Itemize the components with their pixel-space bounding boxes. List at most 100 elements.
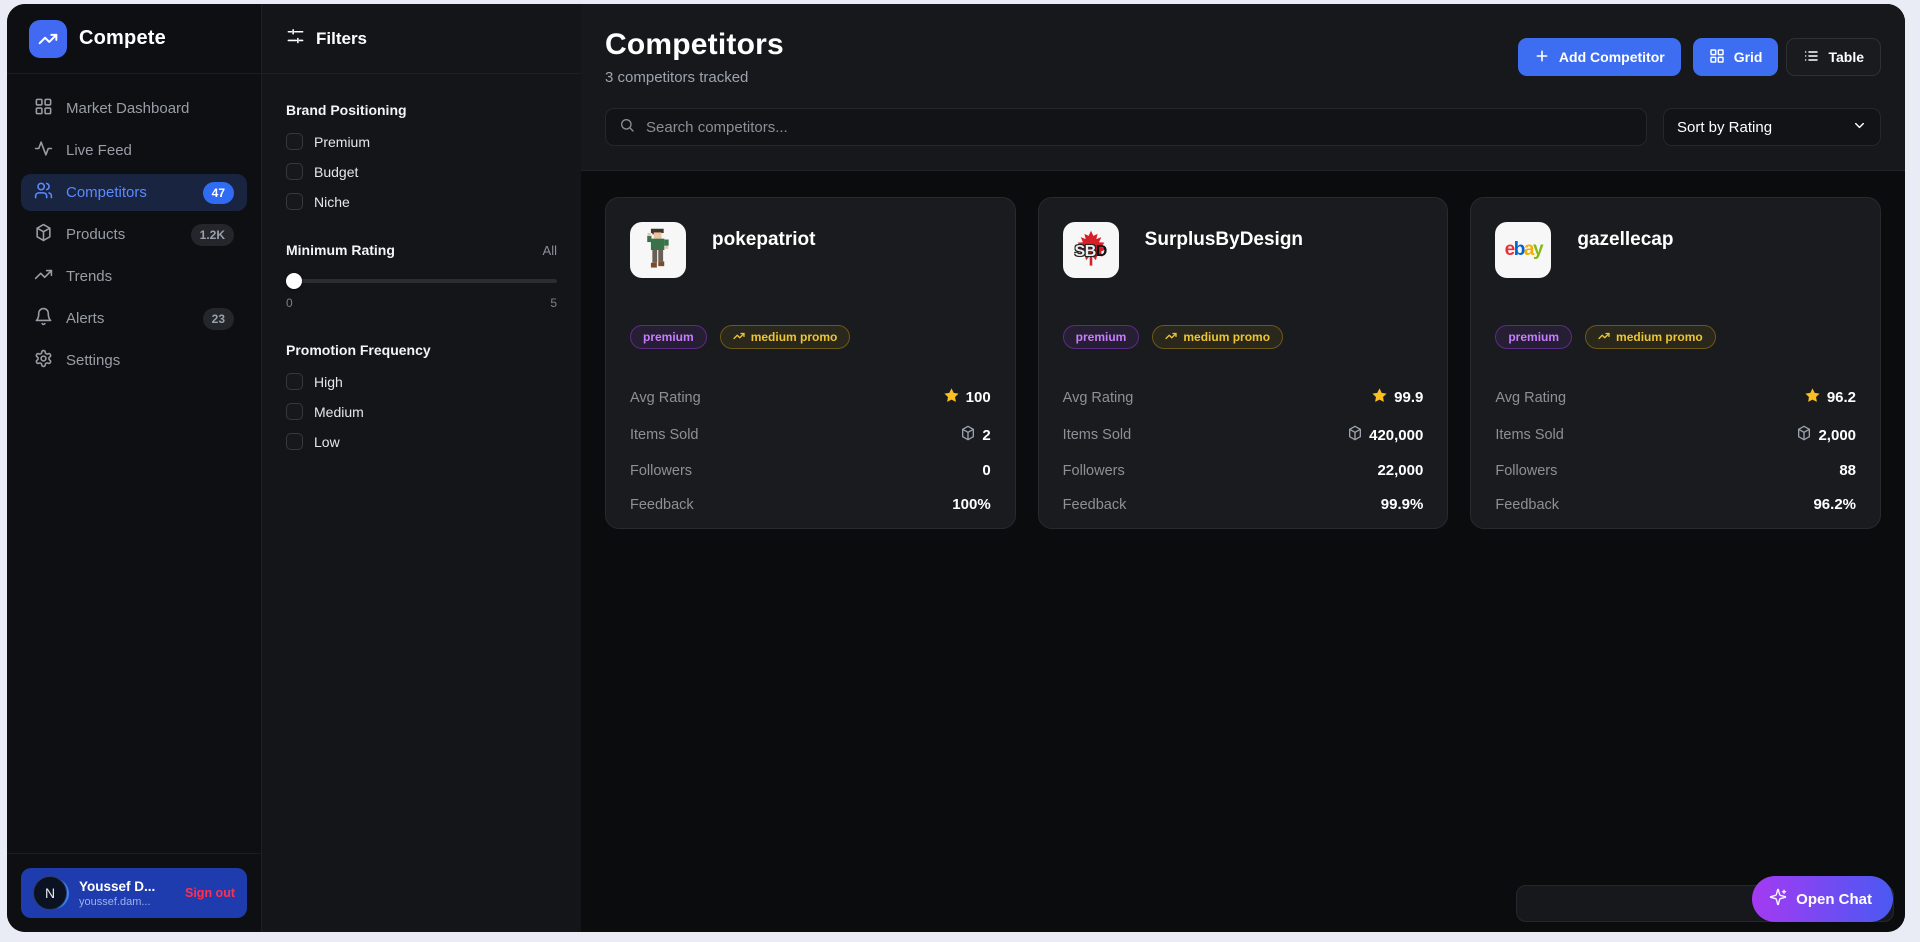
stat-label: Feedback (630, 496, 694, 513)
main-content: Competitors 3 competitors tracked Add Co… (581, 4, 1905, 932)
alerts-count-badge: 23 (202, 307, 234, 330)
list-icon (1803, 48, 1819, 67)
user-name: Youssef D... (79, 878, 156, 894)
avg-rating-value: 96.2 (1804, 387, 1856, 408)
budget-checkbox[interactable] (286, 163, 303, 180)
premium-badge: premium (630, 325, 707, 349)
filter-option-low[interactable]: Low (286, 433, 557, 450)
sidebar-nav: Market Dashboard Live Feed Competitors 4… (7, 74, 261, 395)
section-title: Brand Positioning (286, 102, 407, 118)
ebay-logo: ebay (1504, 239, 1544, 260)
high-checkbox[interactable] (286, 373, 303, 390)
filter-option-high[interactable]: High (286, 373, 557, 390)
filter-option-budget[interactable]: Budget (286, 163, 557, 180)
table-view-button[interactable]: Table (1786, 38, 1881, 76)
stat-label: Avg Rating (1062, 389, 1134, 406)
products-count-badge: 1.2K (190, 223, 234, 246)
filter-option-premium[interactable]: Premium (286, 133, 557, 150)
slider-min-label: 0 (286, 296, 293, 310)
star-icon (1804, 387, 1821, 408)
add-competitor-button[interactable]: Add Competitor (1517, 38, 1681, 76)
feedback-value: 100% (952, 496, 991, 513)
filter-option-medium[interactable]: Medium (286, 403, 557, 420)
competitor-grid: pokepatriot premium medium promo Avg Rat… (581, 171, 1905, 529)
premium-checkbox[interactable] (286, 133, 303, 150)
search-input[interactable] (646, 118, 1633, 136)
trending-up-logo-icon (29, 19, 67, 58)
star-icon (943, 387, 960, 408)
page-title: Competitors (605, 28, 784, 61)
trending-up-icon (1165, 330, 1178, 344)
feedback-value: 96.2% (1813, 496, 1857, 513)
chat-zone: Open Chat (1516, 876, 1894, 922)
competitor-name: pokepatriot (712, 229, 816, 250)
competitors-count-badge: 47 (202, 181, 234, 204)
page-subtitle: 3 competitors tracked (605, 69, 749, 86)
sidebar-item-label: Products (66, 226, 126, 243)
avg-rating-value: 100 (943, 387, 991, 408)
open-chat-button[interactable]: Open Chat (1752, 876, 1893, 922)
app-title: Compete (79, 27, 166, 49)
trending-up-icon (733, 330, 745, 344)
slider-thumb[interactable] (286, 273, 302, 289)
star-icon (1371, 387, 1388, 408)
dashboard-icon (34, 97, 53, 120)
stat-label: Followers (1062, 462, 1125, 479)
package-icon (1796, 425, 1812, 445)
stat-label: Feedback (1062, 496, 1127, 513)
followers-value: 22,000 (1377, 462, 1424, 479)
stat-label: Feedback (1495, 496, 1560, 513)
low-checkbox[interactable] (286, 433, 303, 450)
stat-label: Followers (630, 462, 693, 479)
niche-checkbox[interactable] (286, 193, 303, 210)
competitor-avatar-pixel-trainer (630, 222, 686, 278)
sidebar: Compete Market Dashboard Live Feed Compe… (7, 4, 261, 932)
plus-icon (1534, 48, 1550, 67)
followers-value: 88 (1839, 462, 1857, 479)
sidebar-item-products[interactable]: Products 1.2K (21, 216, 247, 253)
sign-out-button[interactable]: Sign out (185, 886, 235, 900)
sliders-icon (286, 27, 305, 51)
sidebar-item-live-feed[interactable]: Live Feed (21, 132, 247, 169)
sidebar-item-settings[interactable]: Settings (21, 342, 247, 379)
rating-value-label: All (542, 243, 557, 258)
app-window: Compete Market Dashboard Live Feed Compe… (7, 4, 1905, 932)
sidebar-item-market-dashboard[interactable]: Market Dashboard (21, 90, 247, 127)
brand-positioning-section: Brand Positioning Premium Budget Niche (286, 102, 557, 210)
user-card[interactable]: N Youssef D... youssef.dam... Sign out (21, 868, 247, 918)
items-sold-value: 2 (960, 425, 991, 445)
feedback-value: 99.9% (1380, 496, 1424, 513)
items-sold-value: 2,000 (1796, 425, 1856, 445)
search-box (605, 108, 1647, 146)
grid-view-button[interactable]: Grid (1692, 38, 1779, 76)
page-header: Competitors 3 competitors tracked Add Co… (581, 4, 1905, 171)
sidebar-item-label: Alerts (66, 310, 105, 327)
sort-dropdown[interactable]: Sort by Rating (1663, 108, 1881, 146)
package-icon (1347, 425, 1363, 445)
filter-option-niche[interactable]: Niche (286, 193, 557, 210)
competitor-card-pokepatriot[interactable]: pokepatriot premium medium promo Avg Rat… (605, 197, 1016, 529)
competitor-card-gazellecap[interactable]: ebay gazellecap premium medium promo Avg… (1470, 197, 1882, 529)
sidebar-item-competitors[interactable]: Competitors 47 (21, 174, 247, 211)
sidebar-item-trends[interactable]: Trends (21, 258, 247, 295)
premium-badge: premium (1062, 325, 1140, 349)
activity-icon (34, 139, 53, 162)
minimum-rating-section: Minimum Rating All 0 5 (286, 242, 557, 310)
sidebar-item-alerts[interactable]: Alerts 23 (21, 300, 247, 337)
filters-panel: Filters Brand Positioning Premium Budget… (261, 4, 581, 932)
sidebar-item-label: Live Feed (66, 142, 132, 159)
promotion-frequency-section: Promotion Frequency High Medium Low (286, 342, 557, 450)
chevron-down-icon (1852, 118, 1867, 137)
sparkles-icon (1769, 888, 1787, 910)
competitor-avatar-maple-leaf: SBD (1062, 222, 1119, 278)
sidebar-item-label: Market Dashboard (66, 100, 190, 117)
trending-up-icon (34, 265, 53, 288)
package-icon (34, 223, 53, 246)
bell-icon (34, 307, 53, 330)
stat-label: Items Sold (630, 427, 699, 443)
avatar: N (33, 876, 69, 910)
minimum-rating-slider[interactable] (286, 273, 557, 289)
competitor-card-surplusbydesign[interactable]: SBD SurplusByDesign premium medium promo… (1037, 197, 1449, 529)
medium-checkbox[interactable] (286, 403, 303, 420)
app-logo: Compete (7, 4, 261, 74)
